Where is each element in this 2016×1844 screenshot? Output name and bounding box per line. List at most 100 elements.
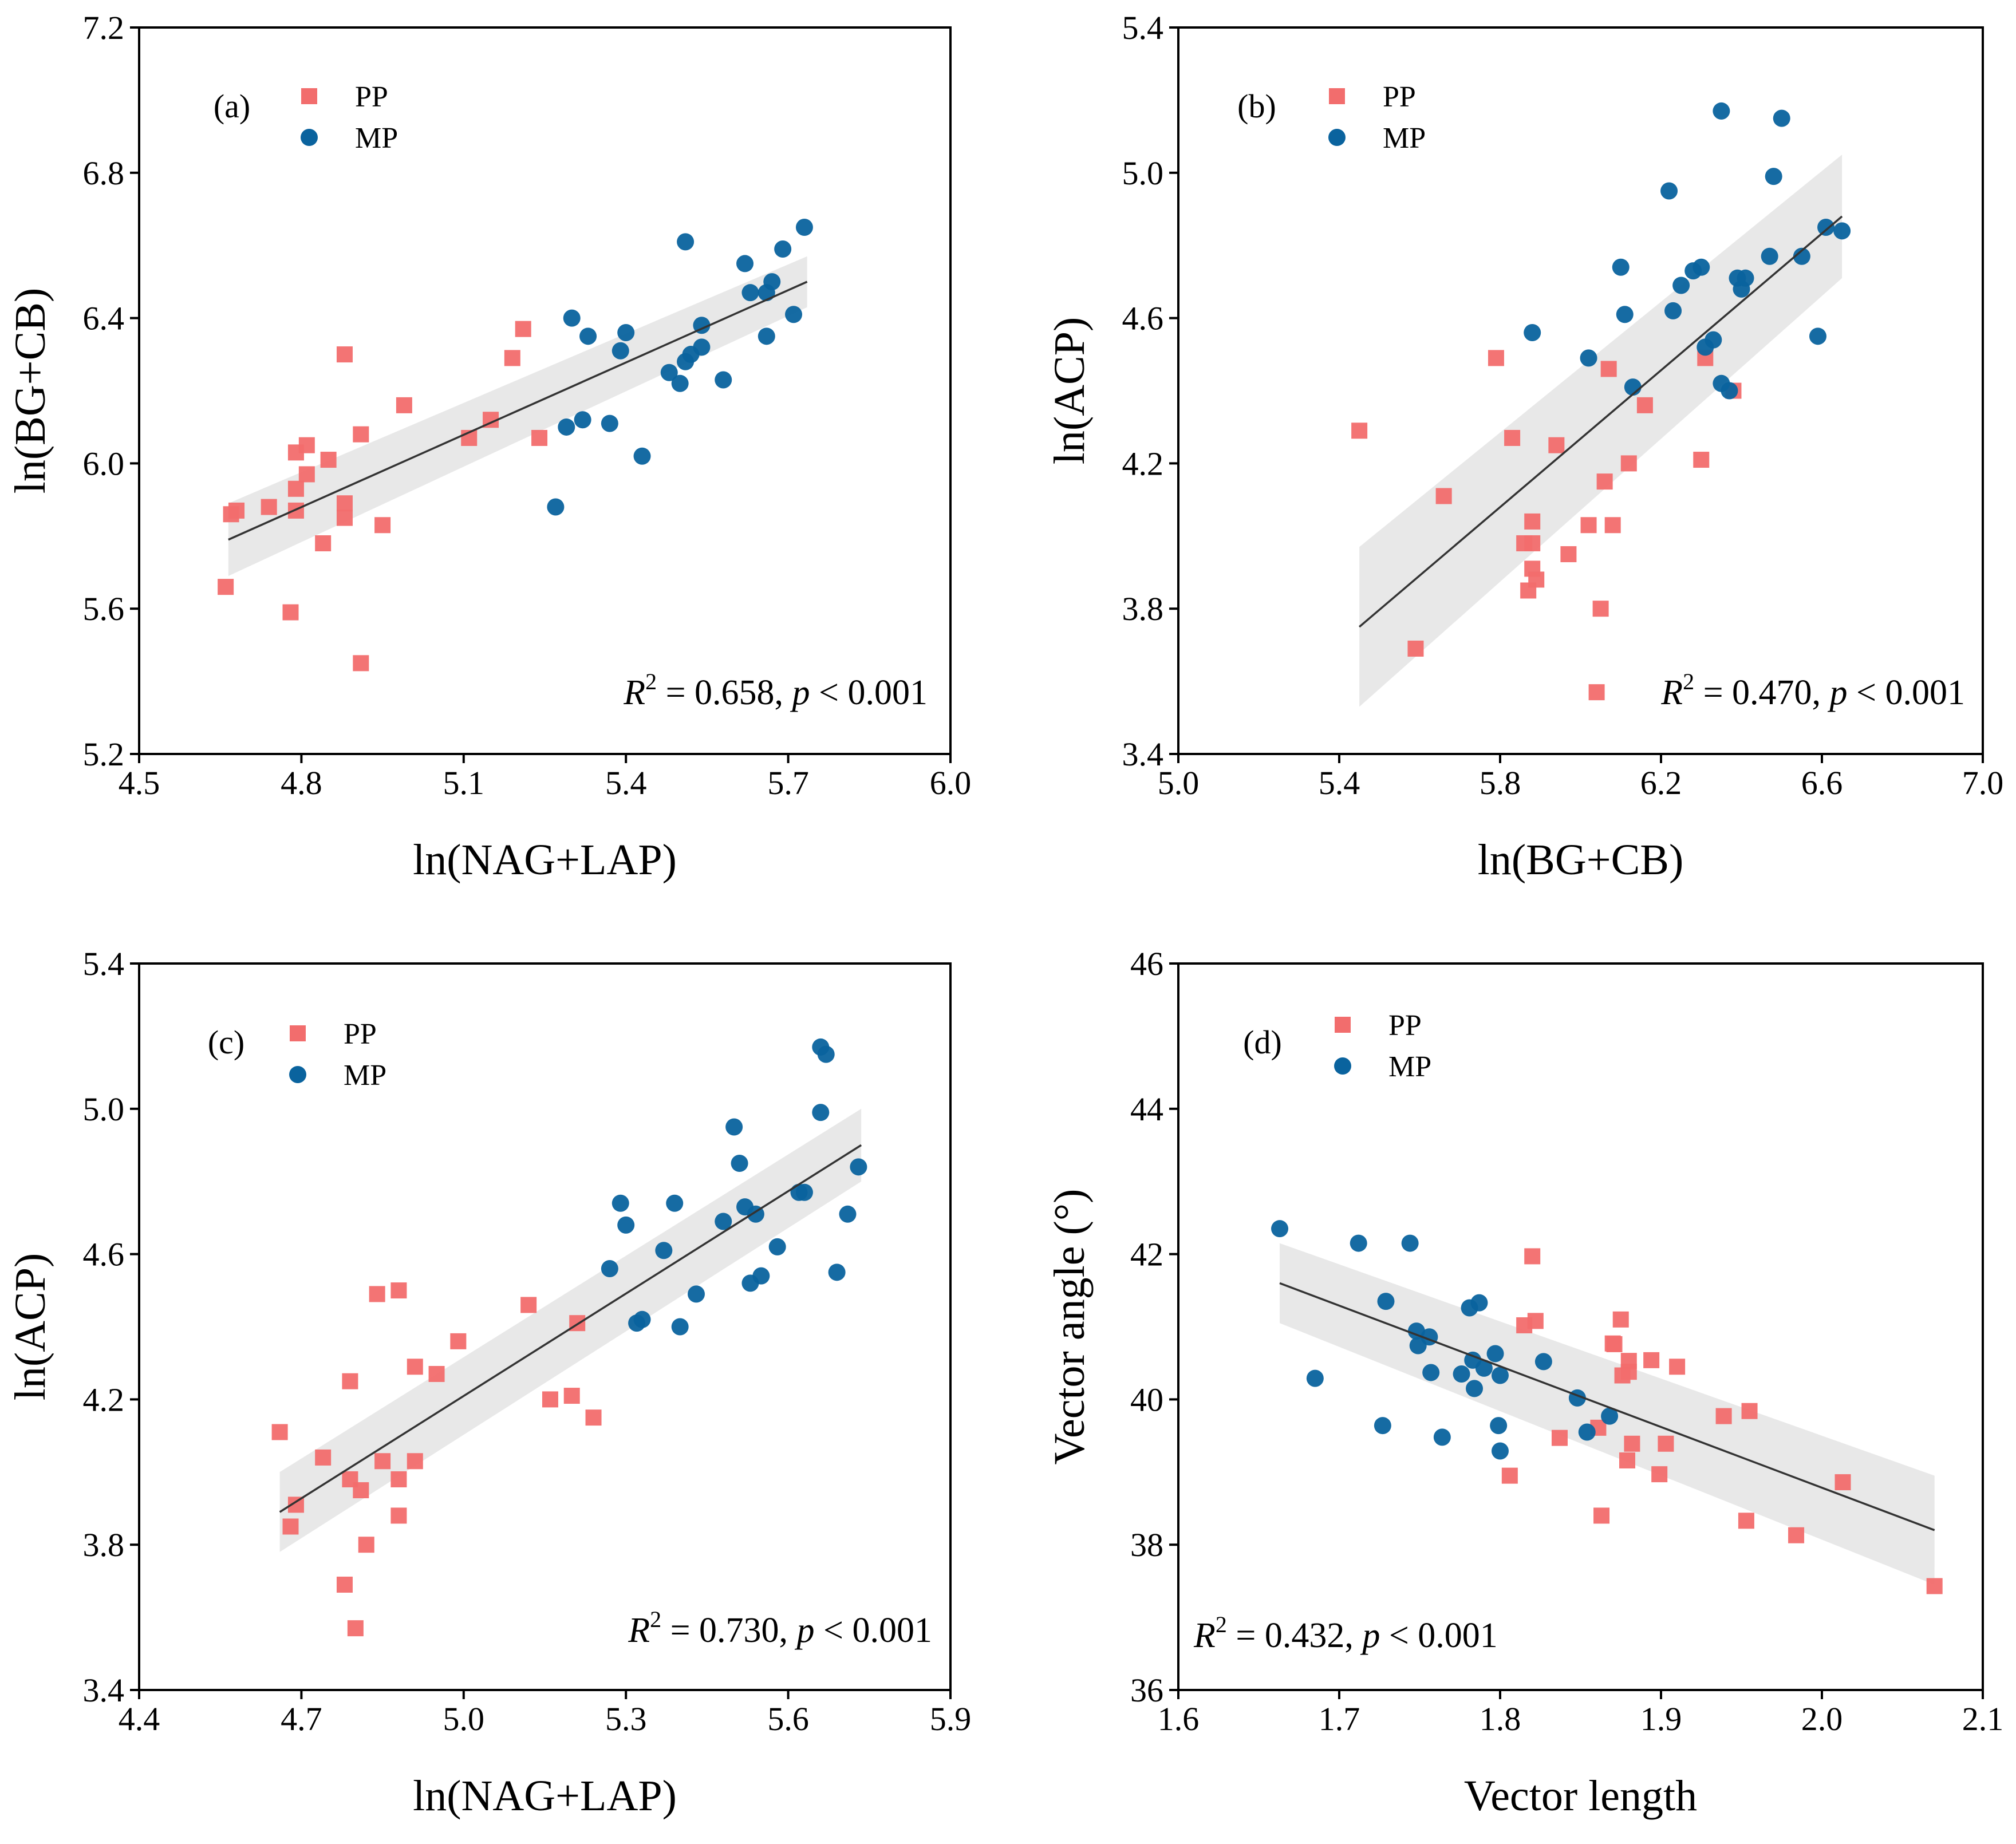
mp-point bbox=[817, 1045, 835, 1063]
x-tick-label: 5.1 bbox=[443, 764, 485, 801]
mp-point bbox=[611, 1194, 629, 1212]
mp-point bbox=[1809, 327, 1826, 345]
mp-point bbox=[693, 338, 711, 356]
y-axis-label: ln(ACP) bbox=[6, 1253, 54, 1401]
legend-label: PP bbox=[1383, 81, 1416, 113]
pp-point bbox=[1560, 546, 1577, 563]
pp-point bbox=[1435, 488, 1452, 504]
pp-point bbox=[261, 499, 277, 515]
mp-point bbox=[850, 1158, 867, 1176]
x-tick-label: 5.6 bbox=[767, 1700, 809, 1738]
y-tick-label: 6.4 bbox=[83, 300, 125, 337]
mp-point bbox=[677, 233, 695, 251]
confidence-band bbox=[228, 256, 807, 577]
mp-point bbox=[1705, 331, 1722, 349]
y-tick-label: 4.2 bbox=[83, 1381, 125, 1418]
mp-point bbox=[1433, 1428, 1451, 1446]
mp-point bbox=[1492, 1442, 1509, 1460]
legend-pp-marker bbox=[1329, 88, 1345, 104]
mp-point bbox=[1377, 1293, 1395, 1310]
pp-point bbox=[515, 321, 531, 337]
mp-point bbox=[774, 240, 792, 258]
pp-point bbox=[336, 1576, 353, 1593]
mp-point bbox=[1817, 218, 1835, 236]
mp-point bbox=[563, 309, 581, 327]
r2-superscript: 2 bbox=[1216, 1612, 1227, 1637]
mp-point bbox=[671, 374, 689, 392]
pp-point bbox=[1580, 517, 1597, 534]
pp-point bbox=[504, 350, 520, 366]
panel-label: (a) bbox=[214, 88, 250, 125]
pp-point bbox=[1788, 1527, 1805, 1543]
mp-point bbox=[1374, 1417, 1391, 1435]
legend-mp-marker bbox=[1334, 1057, 1351, 1075]
mp-point bbox=[1490, 1417, 1508, 1435]
regression-line bbox=[1358, 215, 1843, 628]
mp-point bbox=[795, 218, 813, 236]
y-tick-label: 5.4 bbox=[83, 945, 125, 982]
x-tick-label: 6.6 bbox=[1801, 764, 1843, 801]
pp-point bbox=[1643, 1352, 1660, 1368]
y-tick-label: 6.8 bbox=[83, 155, 125, 192]
x-tick-label: 5.3 bbox=[605, 1700, 647, 1738]
pp-point bbox=[1834, 1474, 1851, 1491]
p-symbol: p bbox=[795, 1611, 815, 1650]
r2-symbol: R bbox=[623, 673, 645, 712]
mp-point bbox=[812, 1104, 830, 1122]
p-symbol: p bbox=[1360, 1616, 1380, 1655]
mp-point bbox=[1612, 258, 1630, 276]
legend-label: MP bbox=[355, 122, 398, 155]
legend-label: MP bbox=[1388, 1051, 1431, 1083]
mp-point bbox=[828, 1263, 846, 1281]
pp-point bbox=[374, 517, 391, 534]
mp-point bbox=[1664, 302, 1682, 319]
mp-point bbox=[1453, 1365, 1470, 1383]
pp-point bbox=[1620, 1364, 1637, 1380]
panel-a: 4.5 4.8 5.1 5.4 5.7 6.0 5.2 5.6 6.0 6.4 6.8 7.2 ln(N… bbox=[6, 9, 971, 884]
y-tick-label: 6.0 bbox=[83, 445, 125, 482]
pp-point bbox=[1600, 361, 1617, 377]
mp-point bbox=[1578, 1423, 1596, 1441]
pp-point bbox=[1524, 513, 1541, 530]
mp-point bbox=[688, 1285, 705, 1303]
mp-point bbox=[1793, 247, 1810, 265]
pp-point bbox=[520, 1297, 537, 1313]
y-tick-label: 3.4 bbox=[83, 1672, 125, 1709]
x-tick-label: 4.7 bbox=[281, 1700, 322, 1738]
pp-point bbox=[1715, 1408, 1732, 1424]
p-value: < 0.001 bbox=[1848, 673, 1965, 712]
mp-point bbox=[1492, 1367, 1509, 1384]
p-value: < 0.001 bbox=[1380, 1616, 1497, 1655]
x-tick-label: 1.8 bbox=[1480, 1700, 1521, 1738]
pp-point bbox=[1612, 1311, 1629, 1328]
y-tick-label: 4.2 bbox=[1122, 445, 1164, 482]
pp-point bbox=[407, 1359, 423, 1375]
panel-label: (b) bbox=[1237, 88, 1276, 125]
pp-point bbox=[347, 1620, 364, 1637]
pp-point bbox=[1624, 1435, 1640, 1452]
x-axis-label: Vector length bbox=[1464, 1772, 1697, 1820]
x-tick-label: 7.0 bbox=[1962, 764, 2004, 801]
mp-point bbox=[1271, 1220, 1289, 1238]
mp-point bbox=[1761, 247, 1778, 265]
x-tick-label: 6.2 bbox=[1640, 764, 1682, 801]
mp-point bbox=[1713, 102, 1730, 120]
x-axis-label: ln(NAG+LAP) bbox=[413, 1772, 677, 1820]
x-tick-label: 2.0 bbox=[1801, 1700, 1843, 1738]
stats-annotation: R2 = 0.470, p < 0.001 bbox=[1660, 669, 1965, 712]
pp-point bbox=[1738, 1513, 1754, 1529]
mp-point bbox=[1721, 382, 1738, 400]
x-tick-label: 4.4 bbox=[119, 1700, 160, 1738]
legend-label: MP bbox=[344, 1059, 386, 1092]
mp-point bbox=[725, 1118, 743, 1136]
pp-point bbox=[1620, 455, 1637, 472]
pp-point bbox=[450, 1333, 467, 1349]
r2-value: = 0.658, bbox=[657, 673, 792, 712]
mp-point bbox=[1737, 269, 1754, 287]
mp-point bbox=[617, 1216, 635, 1234]
mp-point bbox=[785, 306, 803, 323]
x-tick-label: 5.9 bbox=[930, 1700, 972, 1738]
mp-point bbox=[715, 371, 732, 389]
pp-point bbox=[1592, 601, 1609, 617]
